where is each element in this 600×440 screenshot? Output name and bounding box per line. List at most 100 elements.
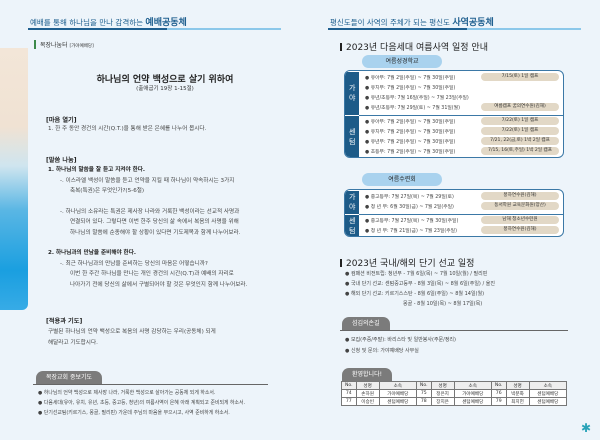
schedule-row: ● 중고등부: 7월 27일(목) ~ 7월 29일(토) xyxy=(365,195,454,200)
mission-title: 2023년 국내/해외 단기 선교 일정 xyxy=(340,256,474,269)
leaf-logo-icon: ✱ xyxy=(581,421,592,435)
schedule-row: ● 청 년 부: 7월 21일(금) ~ 7월 23일(주일) xyxy=(365,229,457,234)
table-cell: 78 xyxy=(415,397,432,406)
group-label: 가야 xyxy=(345,190,359,214)
right-page-header: 평신도들이 사역의 주체가 되는 평신도 사역공동체 xyxy=(330,18,494,28)
retreat_groups-box: 가야 ● 중고등부: 7월 27일(목) ~ 7월 29일(토) 풍하연수원(김해)… xyxy=(344,189,564,237)
left-page-header: 예배를 통해 하나님을 만나 감격하는 예배공동체 xyxy=(30,18,187,28)
group-label: 센텀 xyxy=(345,115,359,157)
mission-line: ● 컴패션 비전트립: 청년부 - 7월 6일(목) ~ 7월 10일(월) /… xyxy=(345,271,488,277)
service-tab: 섬김의손길 xyxy=(342,317,390,330)
divider xyxy=(359,115,563,116)
word-line: 하나님의 말씀에 순종해야 할 상황이 있다면 기도제목과 함께 나누어보라. xyxy=(70,229,241,236)
decorative-sea-image xyxy=(0,48,28,310)
schedule-row: ● 초등부: 7월 2일(주일) ~ 7월 30일(주일) xyxy=(365,150,456,155)
column-header: 소속 xyxy=(378,381,417,390)
section-tag: 목장나눔터 [가야예배당] xyxy=(34,40,94,49)
column-header: 소속 xyxy=(453,381,492,390)
summer-title: 2023년 다음세대 여름사역 일정 안내 xyxy=(340,40,488,53)
schedule-tag: 남해 청소년수련원 xyxy=(481,216,559,224)
table-cell: 센텀예배당 xyxy=(528,389,568,398)
word-line: -. 이스라엘 백성이 말씀을 듣고 언약을 지킬 때 하나님이 약속하시는 3… xyxy=(60,177,235,184)
column-header: No. xyxy=(490,381,507,390)
word-line: 2. 하나님과의 만남을 준비해야 한다. xyxy=(48,250,136,256)
scripture-reference: (출애굽기 19장 1-15절) xyxy=(136,86,194,92)
schedule-row: ● 유아부: 7월 2일(주일) ~ 7월 30일(주일) xyxy=(365,120,456,125)
word-line: 축복(특권)은 무엇인가?(5-6절) xyxy=(70,188,145,194)
mission-text: 국내 단기 선교: 센텀중고등부 - 8월 3일(목) ~ 8월 6일(주일) … xyxy=(350,281,495,287)
service-line: ● 신청 및 문의: 가야예배당 사무실 xyxy=(345,348,419,354)
group-label: 센텀 xyxy=(345,214,359,237)
word-heading: [말씀 나눔] xyxy=(46,157,77,164)
column-header: 소속 xyxy=(528,381,568,390)
apply-line: 해달라고 기도합시다. xyxy=(48,340,98,346)
mission-text: 해외 단기 선교: 키르기스스탄 - 8월 6일(주일) ~ 8월 14일(월) xyxy=(350,291,485,297)
open-line: 1. 한 주 동안 경건의 시간(Q.T.)을 통해 받은 은혜를 나누어 봅시… xyxy=(48,126,207,132)
schedule-tag: 7/21, 22(금,토) 1박 2일 캠프 xyxy=(481,137,559,145)
apply-heading: [적용과 기도] xyxy=(46,318,83,325)
schedule-tag: 동서학원 교육문화원(양산) xyxy=(481,202,559,210)
schedule-row: ● 유년/초등부: 7월 16일(주일) ~ 7월 23일(주일) xyxy=(365,96,469,101)
table-cell: 박분화 xyxy=(505,389,530,398)
column-header: No. xyxy=(415,381,432,390)
table-cell: 최치헌 xyxy=(505,397,530,406)
table-cell: 손하원 xyxy=(355,389,380,398)
sermon-title: 하나님의 언약 백성으로 살기 위하여 xyxy=(96,75,234,85)
schedule-text: 중고등부: 7월 27일(목) ~ 7월 29일(토) xyxy=(370,195,454,200)
open-heading: [마음 열기] xyxy=(46,117,77,124)
schedule-text: 청 년 부: 7월 21일(금) ~ 7월 23일(주일) xyxy=(370,229,457,234)
word-line: -. 최근 하나님과의 만남을 준비하는 당신의 마음은 어떻습니까? xyxy=(60,260,208,267)
table-cell: 센텀예배당 xyxy=(528,397,568,406)
column-header: 성명 xyxy=(430,381,455,390)
divider xyxy=(33,384,268,385)
column-header: No. xyxy=(341,381,357,390)
prayer-item: ● 하나님의 언약 백성으로 제사장 나라, 거룩한 백성으로 살아가는 공동체… xyxy=(38,390,216,396)
table-cell: 76 xyxy=(490,389,507,398)
word-line: 나아가기 전에 당신의 삶에서 구별되어야 할 것은 무엇인지 함께 나누어보라… xyxy=(70,281,248,288)
divider xyxy=(340,330,568,331)
divider xyxy=(328,28,581,30)
group-label-text: 센텀 xyxy=(348,216,357,237)
table-cell: 79 xyxy=(490,397,507,406)
mission-text: 몽골 - 8월 10일(목) ~ 8월 17일(목) xyxy=(403,301,483,307)
table-cell: 센텀예배당 xyxy=(378,397,417,406)
schedule-text: 유년부: 7월 2일(주일) ~ 7월 30일(주일) xyxy=(370,140,456,145)
group-label: 가야 xyxy=(345,71,359,115)
schedule-tag: 7/22(토) 1일 캠프 xyxy=(481,127,559,135)
column-header: 성명 xyxy=(505,381,530,390)
schedule-text: 유년/초등부: 7월 16일(주일) ~ 7월 23일(주일) xyxy=(370,96,469,101)
welcome-table: No. 성명 소속 No. 성명 소속 No. 성명 소속 74 손하원 가야예배당 75 정은지 가야예배… xyxy=(341,381,568,406)
table-cell: 이승빈 xyxy=(355,397,380,406)
apply-line: 구별된 하나님의 언약 백성으로 복음의 사명 감당하는 우리(공동체) 되게 xyxy=(48,329,216,335)
table-cell: 74 xyxy=(341,389,357,398)
schedule-tag: 7/15(토) 1일 캠프 xyxy=(481,73,559,81)
schedule-text: 유아부: 7월 2일(주일) ~ 7월 30일(주일) xyxy=(370,76,456,81)
vbs-pill: 여름성경학교 xyxy=(362,55,442,68)
word-line: 1. 하나님의 말씀을 잘 듣고 지켜야 한다. xyxy=(48,167,146,173)
schedule-text: 초등부: 7월 2일(주일) ~ 7월 30일(주일) xyxy=(370,150,456,155)
mission-line: 몽골 - 8월 10일(목) ~ 8월 17일(목) xyxy=(403,300,482,307)
schedule-tag: 7/22(토) 1일 캠프 xyxy=(481,117,559,125)
retreat-pill: 여름수련회 xyxy=(362,173,442,186)
schedule-row: ● 중고등부: 7월 27일(목) ~ 7월 30일(주일) xyxy=(365,219,459,224)
vbs_groups-box: 가야 ● 유아부: 7월 2일(주일) ~ 7월 30일(주일) 7/15(토) 1… xyxy=(344,70,564,158)
schedule-row: ● 유치부: 7월 2일(주일) ~ 7월 30일(주일) xyxy=(365,130,456,135)
schedule-text: 유아부: 7월 2일(주일) ~ 7월 30일(주일) xyxy=(370,120,456,125)
schedule-row: ● 유치부: 7월 2일(주일) ~ 7월 30일(주일) xyxy=(365,86,456,91)
mission-text: 컴패션 비전트립: 청년부 - 7월 6일(목) ~ 7월 10일(월) / 필… xyxy=(350,271,488,277)
divider xyxy=(359,214,563,215)
word-line: -. 하나님의 소유라는 특권은 제사장 나라와 거룩한 백성이라는 선교적 사… xyxy=(60,208,240,215)
table-cell: 가야예배당 xyxy=(378,389,417,398)
table-row: 74 손하원 가야예배당 75 정은지 가야예배당 76 박분화 센텀예배당 xyxy=(341,389,568,398)
schedule-row: ● 유년부: 7월 2일(주일) ~ 7월 30일(주일) xyxy=(365,140,456,145)
schedule-tag: 7/15, 16(토,주일) 1박 2일 캠프 xyxy=(481,147,559,155)
word-line: 연결되어 있다. 그렇다면 이번 한주 당신의 삶 속에서 복음의 사명을 위해 xyxy=(70,219,239,225)
service-line: ● 모집(주중/주말): 바리스타 및 일반봉사(주문/정리) xyxy=(345,337,456,343)
table-cell: 정은지 xyxy=(430,389,455,398)
group-label-text: 가야 xyxy=(348,192,357,213)
schedule-text: 중고등부: 7월 27일(목) ~ 7월 30일(주일) xyxy=(370,219,459,224)
table-cell: 장지은 xyxy=(430,397,455,406)
welcome-tab: 환영합니다! xyxy=(342,368,393,381)
group-label-text: 가야 xyxy=(348,83,357,104)
divider xyxy=(28,28,281,30)
